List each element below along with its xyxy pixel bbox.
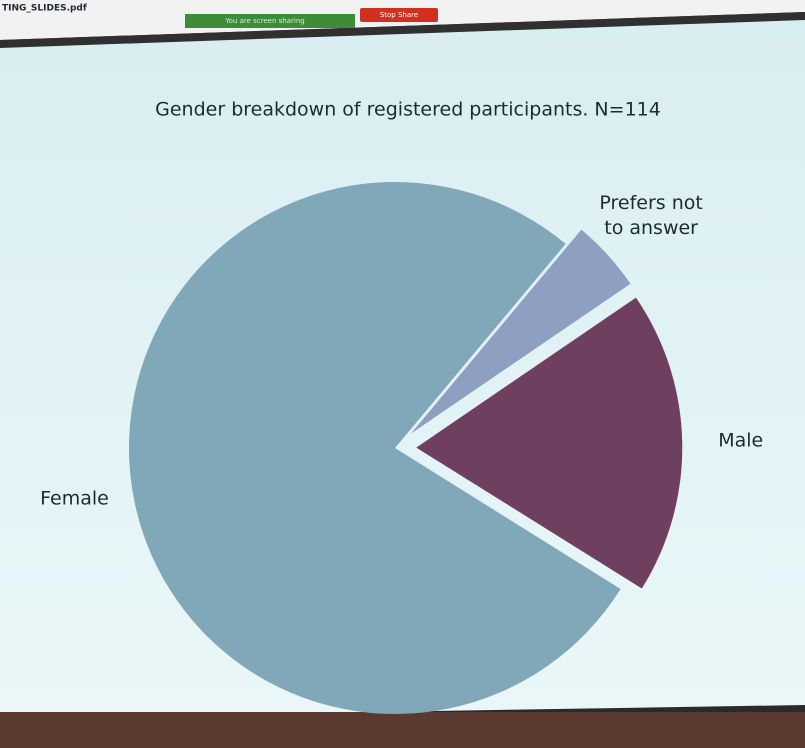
- file-name: TING_SLIDES.pdf: [2, 4, 87, 14]
- chart-title: Gender breakdown of registered participa…: [155, 99, 661, 121]
- sharing-bar: [185, 14, 355, 28]
- pie-slice: [129, 182, 621, 715]
- stop-share-button[interactable]: [360, 8, 438, 22]
- dock: [0, 712, 805, 748]
- top-bezel: [0, 12, 805, 48]
- pie-chart: [129, 182, 683, 715]
- stop-share-label[interactable]: Stop Share: [380, 11, 418, 19]
- slice-label: Male: [718, 430, 763, 452]
- slice-label: Female: [40, 488, 109, 510]
- pie-slice: [416, 297, 683, 589]
- slice-label: Prefers not to answer: [599, 192, 702, 239]
- sharing-notice: You are screen sharing: [224, 17, 304, 25]
- pie-slice: [410, 229, 631, 434]
